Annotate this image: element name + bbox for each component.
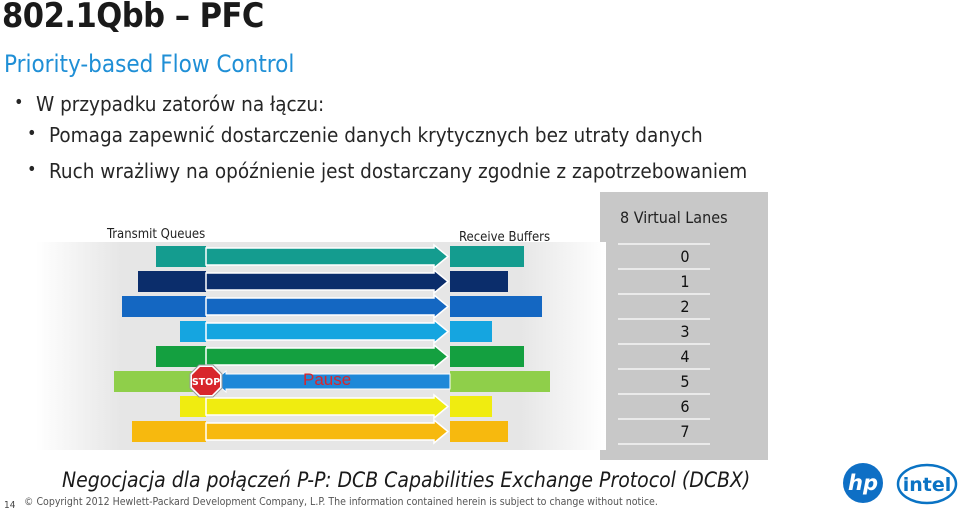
link-arrow-7: [205, 418, 450, 445]
lane-number-4: 4: [680, 347, 689, 366]
lanes-group: [114, 243, 710, 445]
bullet-item: • W przypadku zatorów na łączu:: [14, 92, 325, 116]
transmit-queue-2: [122, 296, 206, 317]
lane-number-0: 0: [680, 247, 689, 266]
receive-buffer-2: [450, 296, 542, 317]
transmit-queue-7: [132, 421, 206, 442]
lane-numbers: 0 1 2 3 4 5 6 7: [680, 247, 689, 441]
bullet-dot-icon: •: [14, 92, 24, 113]
receive-buffers-label: Receive Buffers: [459, 230, 550, 245]
lane-number-1: 1: [680, 272, 689, 291]
lane-number-6: 6: [680, 397, 689, 416]
stop-sign-text: STOP: [192, 377, 220, 388]
transmit-queue-6: [180, 396, 206, 417]
page-number: 14: [4, 500, 16, 511]
hp-logo: hp: [843, 463, 883, 503]
bullet-item: • Pomaga zapewnić dostarczenie danych kr…: [27, 123, 703, 147]
bullet-text: W przypadku zatorów na łączu:: [36, 92, 325, 116]
bullet-dot-icon: •: [27, 123, 37, 144]
virtual-lanes-panel: [600, 192, 768, 460]
transmit-queue-1: [138, 271, 206, 292]
receive-buffer-3: [450, 321, 492, 342]
bullet-item: • Ruch wrażliwy na opóźnienie jest dosta…: [27, 159, 748, 183]
receive-buffer-5: [450, 371, 550, 392]
transmit-queue-5: [114, 371, 206, 392]
stop-sign-icon: STOP: [189, 364, 223, 398]
transmit-queue-4: [156, 346, 206, 367]
page-title: 802.1Qbb – PFC: [2, 0, 264, 36]
transmit-queue-0: [156, 246, 206, 267]
receive-buffer-4: [450, 346, 524, 367]
hp-logo-text: hp: [848, 471, 878, 495]
lane-number-3: 3: [680, 322, 689, 341]
intel-logo-text: intel: [903, 474, 952, 496]
transmit-queues-label: Transmit Queues: [106, 227, 205, 242]
dcbx-caption: Negocjacja dla połączeń P-P: DCB Capabil…: [62, 468, 751, 492]
link-arrow-2: [205, 293, 450, 320]
transmit-queue-3: [180, 321, 206, 342]
link-arrow-6: [205, 393, 450, 420]
page-subtitle: Priority-based Flow Control: [4, 50, 295, 78]
bullet-text: Pomaga zapewnić dostarczenie danych kryt…: [49, 123, 703, 147]
virtual-lanes-label: 8 Virtual Lanes: [620, 208, 728, 227]
lane-number-2: 2: [680, 297, 689, 316]
bullet-dot-icon: •: [27, 159, 37, 180]
link-arrow-0: [205, 243, 450, 270]
copyright-notice: © Copyright 2012 Hewlett-Packard Develop…: [24, 496, 658, 508]
lane-number-7: 7: [680, 422, 689, 441]
receive-buffer-0: [450, 246, 524, 267]
link-arrow-1: [205, 268, 450, 295]
intel-logo: intel: [896, 463, 958, 505]
receive-buffer-7: [450, 421, 508, 442]
pfc-diagram: Transmit Queues Receive Buffers 8 Virtua…: [36, 192, 768, 460]
receive-buffer-1: [450, 271, 508, 292]
link-arrow-3: [205, 318, 450, 345]
lane-number-5: 5: [680, 372, 689, 391]
receive-buffer-6: [450, 396, 492, 417]
bullet-text: Ruch wrażliwy na opóźnienie jest dostarc…: [49, 159, 748, 183]
pause-label: Pause: [303, 370, 351, 389]
link-arrow-4: [205, 343, 450, 370]
